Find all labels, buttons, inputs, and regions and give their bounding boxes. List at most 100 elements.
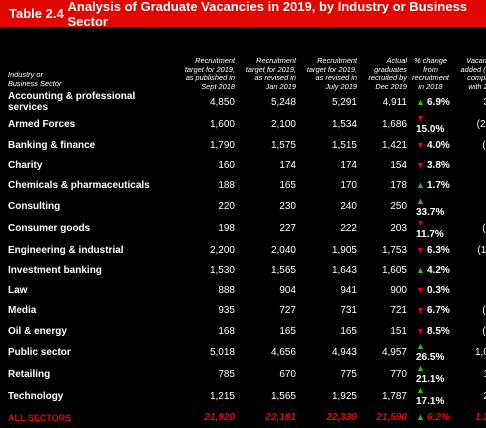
percent-change-value: 11.7%	[416, 228, 444, 240]
target-sept-cell: 1,600	[209, 118, 235, 130]
table-title: Analysis of Graduate Vacancies in 2019, …	[67, 0, 468, 29]
percent-change-cell: ▼ 6.7%	[407, 301, 454, 321]
actual-cell: 4,911	[382, 96, 407, 108]
actual-cell: 154	[390, 159, 407, 171]
down-arrow-icon: ▼	[416, 325, 425, 336]
sector-cell: Investment banking	[8, 264, 102, 276]
header-line: in 2018	[418, 81, 443, 91]
target-jan-cell: 174	[279, 159, 296, 171]
target-july-cell: 22,339	[326, 412, 357, 424]
sector-cell: Engineering & industrial	[8, 244, 124, 256]
target-jan-cell: 4,656	[270, 346, 296, 358]
actual-cell: 1,605	[381, 264, 407, 276]
target-sept-cell: 160	[218, 159, 235, 171]
up-arrow-icon: ▲	[416, 195, 425, 206]
target-july-cell: 1,534	[331, 118, 357, 130]
vacancies-cell: 1,038	[474, 346, 486, 358]
total-row: ALL SECTORS 21,920 22,181 22,339 21,590 ▲ 6.2%…	[8, 407, 486, 427]
actual-cell: 1,753	[381, 244, 407, 256]
target-jan-cell: 1,565	[270, 390, 296, 402]
actual-cell: 151	[390, 325, 407, 337]
header-line: target for 2019,	[184, 64, 235, 74]
vacancies-cell: (3)	[454, 280, 486, 300]
target-sept-cell: 785	[218, 368, 235, 380]
target-jan-cell: 727	[279, 305, 296, 317]
percent-change-value: 1.7%	[427, 180, 450, 192]
target-sept-cell: 168	[218, 325, 235, 337]
header-line: Recruitment	[256, 56, 296, 66]
sector-cell: Armed Forces	[8, 118, 76, 130]
down-arrow-icon: ▼	[416, 244, 425, 255]
percent-change-value: 17.1%	[416, 396, 445, 408]
target-july-cell: 174	[340, 159, 357, 171]
target-july-cell: 1,925	[331, 390, 357, 402]
up-arrow-icon: ▲	[416, 264, 425, 275]
target-jan-cell: 2,100	[270, 118, 296, 130]
header-actual-dec-2019: Actual graduates recruited by Dec 2019	[357, 38, 407, 91]
header-line: Business Sector	[8, 78, 62, 88]
vacancies-cell: 63	[454, 196, 486, 218]
percent-change-value: 15.0%	[416, 124, 445, 135]
up-arrow-icon: ▲	[416, 341, 425, 352]
sector-cell: Consulting	[8, 201, 61, 213]
target-sept-cell: 1,215	[209, 390, 235, 402]
vacancies-table: Industry or Business Sector Recruitment …	[8, 38, 486, 428]
header-line: added (cut),	[460, 64, 486, 74]
percent-change-value: 3.8%	[427, 159, 450, 171]
target-jan-cell: 22,181	[265, 412, 296, 424]
percent-change-cell: ▼15.0%	[407, 113, 454, 135]
vacancies-cell: 261	[454, 385, 486, 407]
header-percent-change: % change from recruitment in 2018	[407, 38, 454, 91]
header-line: recruitment	[412, 73, 449, 83]
actual-cell: 21,590	[376, 412, 407, 424]
percent-change-value: 6.3%	[427, 244, 450, 256]
vacancies-cell: (52)	[482, 305, 486, 317]
vacancies-cell: (117)	[477, 244, 486, 256]
header-line: as published in	[185, 73, 235, 83]
table-title-bar: Table 2.4 Analysis of Graduate Vacancies…	[0, 0, 486, 29]
target-july-cell: 731	[340, 305, 357, 317]
target-sept-cell: 5,018	[209, 346, 235, 358]
percent-change-cell: ▲26.5%	[407, 341, 454, 363]
header-line: as revised in	[254, 73, 297, 83]
actual-cell: 178	[390, 180, 407, 192]
percent-change-cell: ▼ 8.5%	[407, 321, 454, 341]
target-jan-cell: 165	[279, 180, 296, 192]
sector-cell: Charity	[8, 159, 43, 171]
header-line: compared	[467, 73, 486, 83]
target-jan-cell: 2,040	[270, 244, 296, 256]
vacancies-cell: 1,255	[474, 412, 486, 424]
vacancies-cell: (27)	[482, 223, 486, 235]
header-line: target for 2019,	[306, 64, 357, 74]
sector-cell: Media	[8, 305, 37, 317]
actual-cell: 250	[390, 201, 407, 213]
percent-change-value: 6.9%	[427, 96, 450, 108]
actual-cell: 1,787	[381, 390, 407, 402]
target-july-cell: 1,643	[331, 264, 357, 276]
header-vacancies-added: Vacancies added (cut), compared with 201…	[454, 38, 486, 91]
sector-cell: Chemicals & pharmaceuticals	[8, 180, 150, 192]
actual-cell: 203	[390, 223, 407, 235]
target-jan-cell: 904	[279, 285, 296, 297]
sector-cell: Consumer goods	[8, 223, 91, 235]
sector-cell: ALL SECTORS	[8, 412, 72, 423]
actual-cell: 1,421	[381, 139, 407, 151]
header-target-july-2019: Recruitment target for 2019, as revised …	[296, 38, 357, 91]
vacancies-cell: (14)	[482, 325, 486, 337]
percent-change-value: 6.2%	[427, 412, 450, 424]
down-arrow-icon: ▼	[416, 159, 425, 170]
target-july-cell: 1,905	[331, 244, 357, 256]
up-arrow-icon: ▲	[416, 363, 425, 374]
header-line: Recruitment	[195, 56, 235, 66]
target-sept-cell: 1,790	[209, 139, 235, 151]
percent-change-cell: ▲33.7%	[407, 196, 454, 218]
percent-change-cell: ▲ 6.9%	[407, 91, 454, 113]
target-sept-cell: 21,920	[204, 412, 235, 424]
vacancies-cell: 64	[454, 260, 486, 280]
percent-change-value: 4.0%	[427, 139, 450, 151]
percent-change-cell: ▼ 3.8%	[407, 155, 454, 175]
